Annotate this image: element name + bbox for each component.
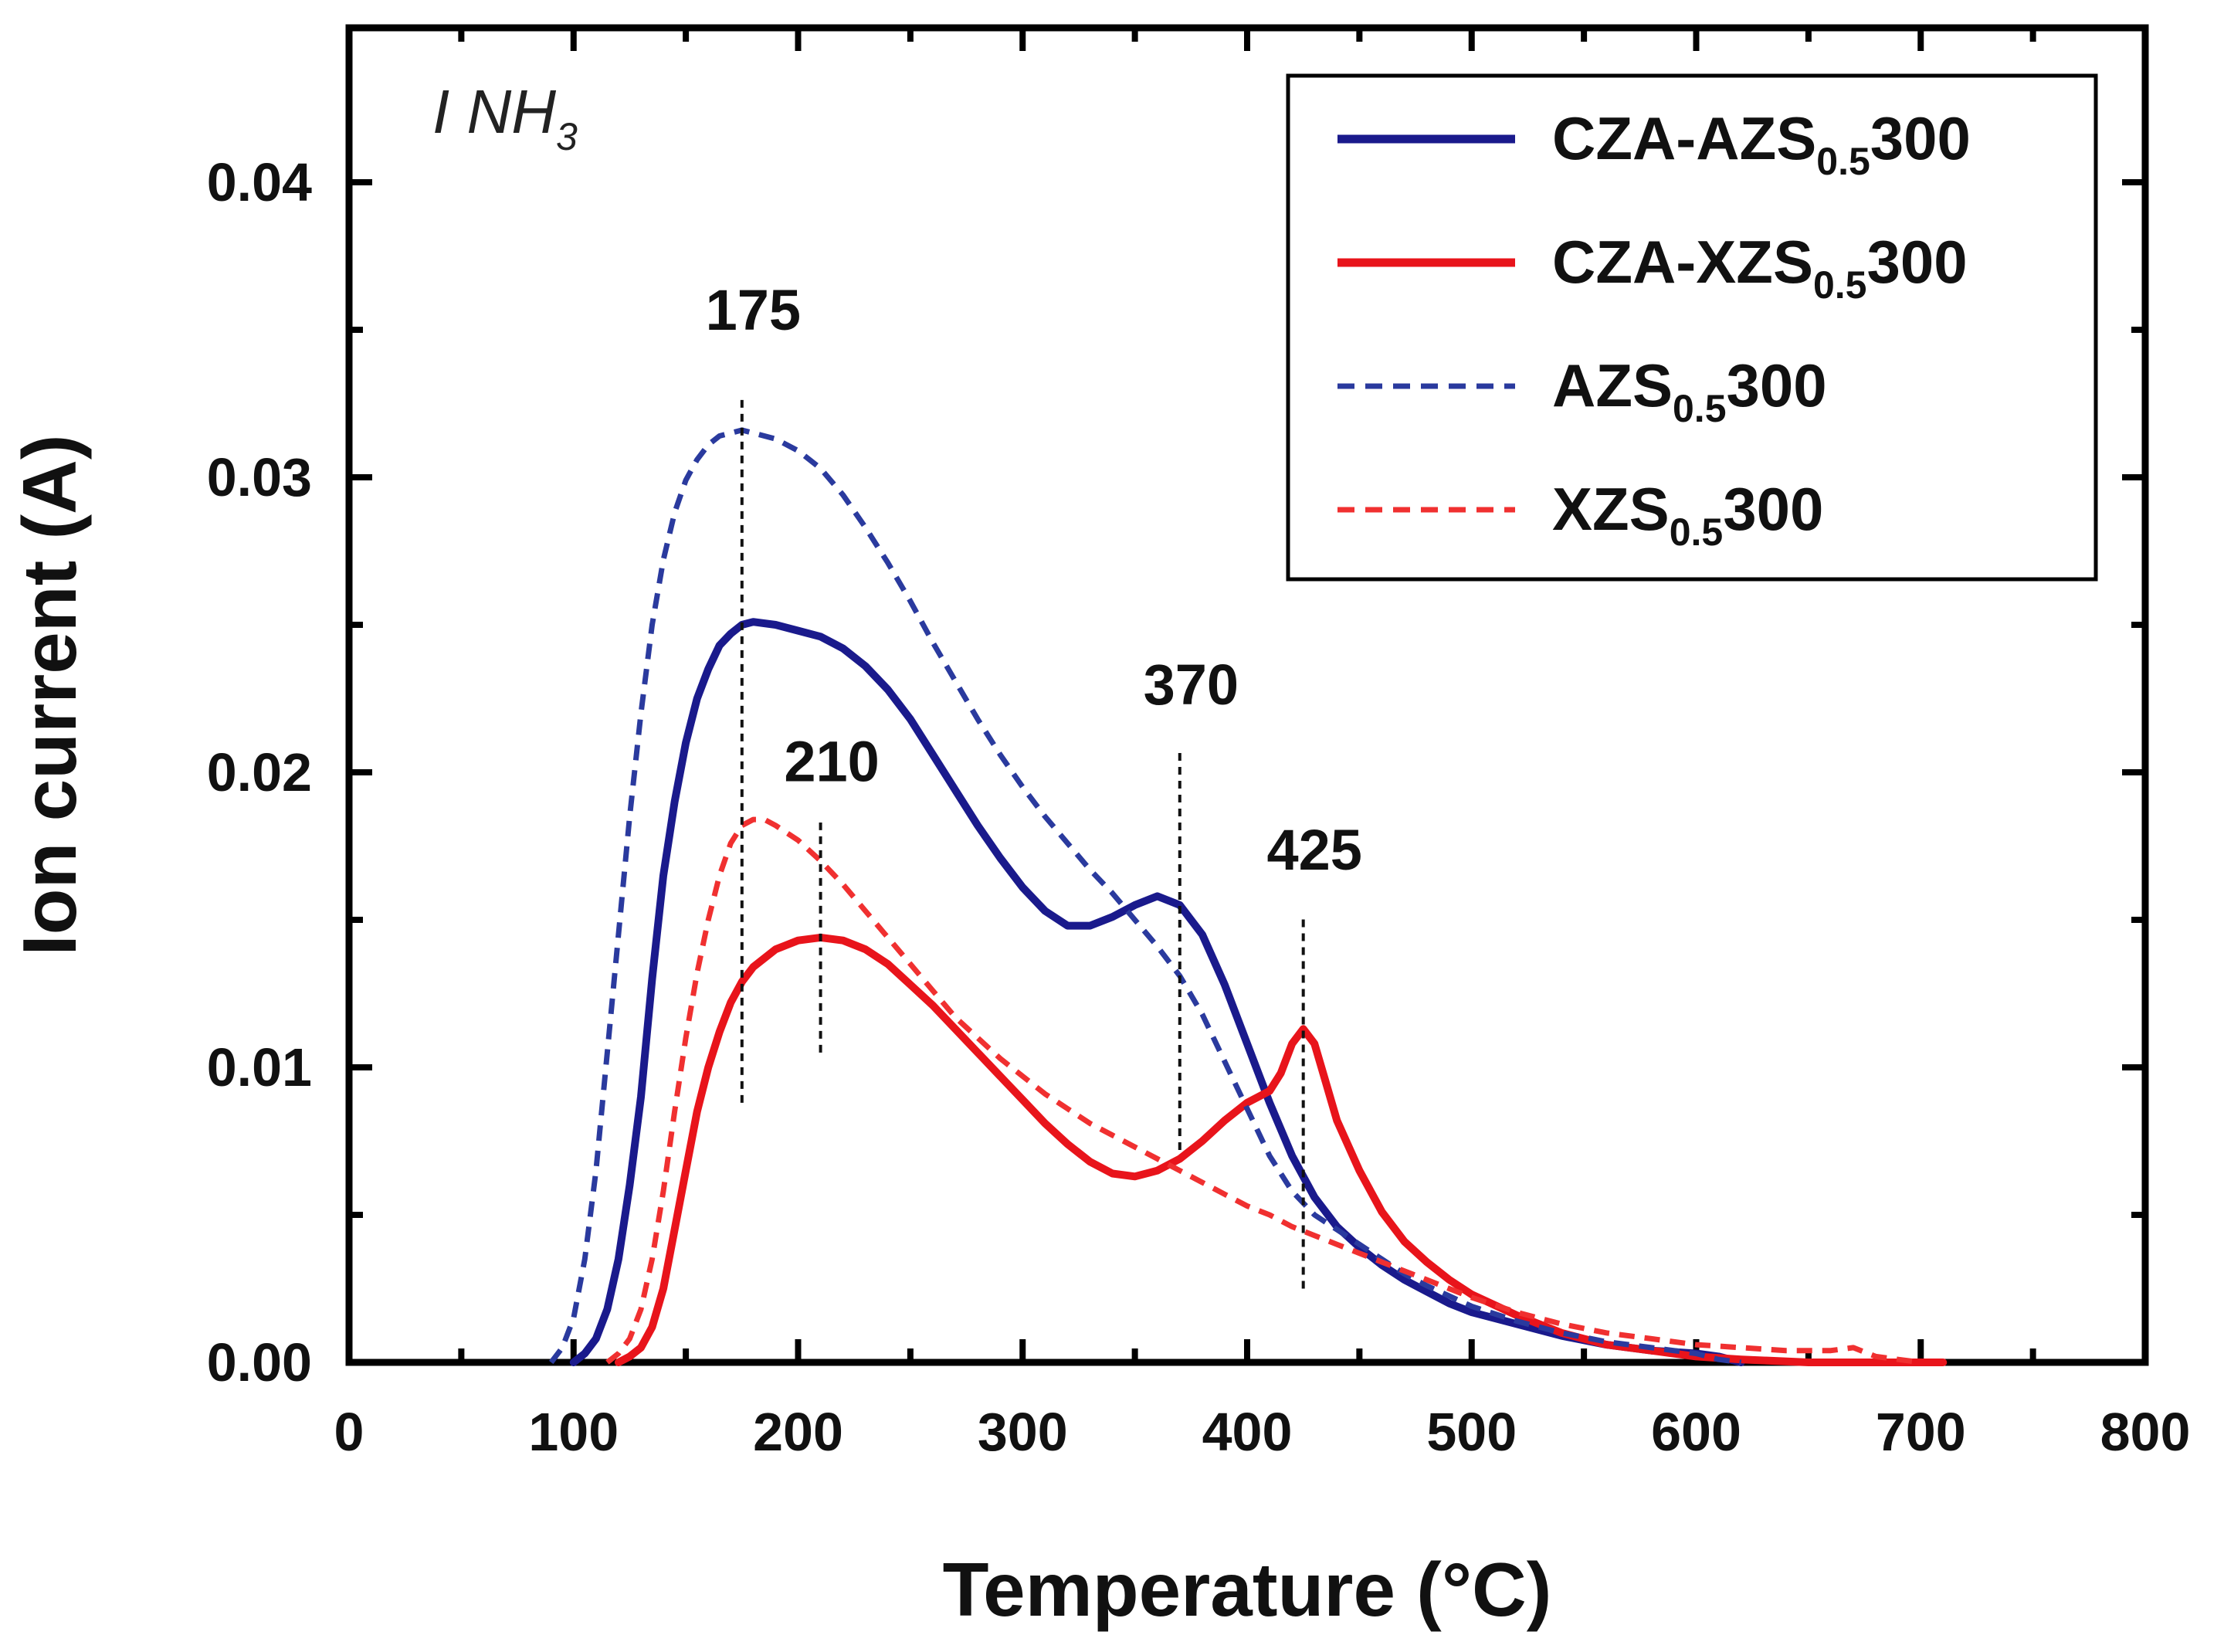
series-line-xzs300 — [605, 816, 1921, 1365]
x-tick-label: 500 — [1426, 1402, 1517, 1462]
x-tick-label: 400 — [1202, 1402, 1293, 1462]
series-line-azs300 — [548, 427, 1742, 1365]
y-tick-label: 0.02 — [207, 742, 312, 802]
y-axis-title: Ion current (A) — [7, 434, 92, 955]
x-tick-label: 600 — [1651, 1402, 1741, 1462]
peak-label: 210 — [784, 729, 879, 793]
y-tick-label: 0.01 — [207, 1037, 312, 1097]
x-tick-label: 200 — [753, 1402, 843, 1462]
y-tick-label: 0.03 — [207, 447, 312, 507]
peak-label: 175 — [706, 278, 801, 342]
panel-label-main: I NH — [432, 77, 556, 146]
x-tick-label: 300 — [978, 1402, 1068, 1462]
panel-label: I NH3 — [432, 77, 578, 158]
peak-annotations: 175 210 370 425 — [706, 278, 1362, 1289]
peak-label: 370 — [1144, 653, 1239, 717]
x-tick-label: 700 — [1876, 1402, 1966, 1462]
legend-box — [1286, 73, 2098, 582]
peak-label: 425 — [1266, 818, 1361, 882]
x-tick-labels: 0 100 200 300 400 500 600 700 800 — [334, 1402, 2191, 1462]
panel-label-subscript: 3 — [556, 115, 578, 158]
x-tick-label: 100 — [528, 1402, 619, 1462]
y-tick-labels: 0.00 0.01 0.02 0.03 0.04 — [207, 152, 312, 1392]
legend: CZA-AZS0.5300 CZA-XZS0.5300 AZS0.5300 XZS0.… — [1286, 73, 2098, 582]
series-line-cza-xzs300 — [614, 933, 1948, 1366]
legend-label-cza-azs300: CZA-AZS0.5300 — [1552, 104, 1971, 183]
y-tick-label: 0.00 — [207, 1332, 312, 1392]
y-tick-label: 0.04 — [207, 152, 312, 212]
x-axis-title: Temperature (°C) — [943, 1547, 1552, 1632]
x-tick-label: 800 — [2100, 1402, 2191, 1462]
axis-ticks — [346, 28, 2148, 1365]
legend-label-azs300: AZS0.5300 — [1552, 351, 1827, 430]
legend-label-cza-xzs300: CZA-XZS0.5300 — [1552, 228, 1968, 307]
series-line-cza-azs300 — [569, 618, 1745, 1366]
x-tick-label: 0 — [334, 1402, 364, 1462]
legend-label-xzs300: XZS0.5300 — [1552, 475, 1823, 554]
data-series — [548, 427, 1948, 1366]
